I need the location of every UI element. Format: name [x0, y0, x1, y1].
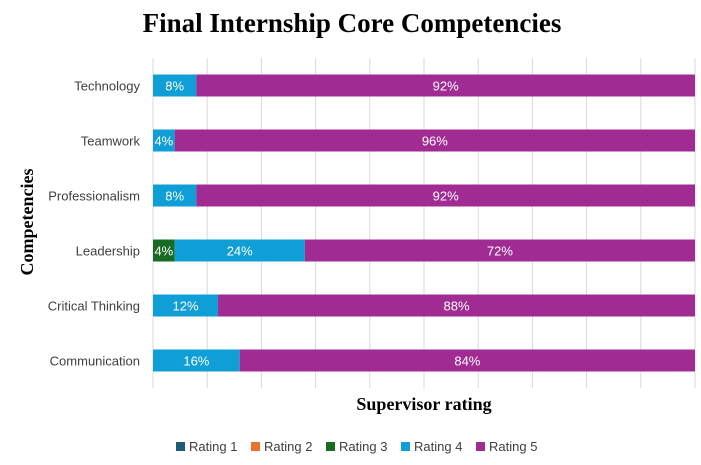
gridlines — [152, 58, 696, 388]
x-axis-title: Supervisor rating — [356, 394, 491, 414]
bar-segment — [196, 184, 696, 207]
category-label: Communication — [50, 354, 140, 369]
legend-swatch — [326, 442, 335, 451]
data-label: 84% — [454, 354, 480, 369]
legend-label: Rating 4 — [414, 439, 462, 454]
bar-segment — [153, 239, 175, 262]
data-label: 16% — [183, 354, 209, 369]
data-label: 12% — [173, 299, 199, 314]
bar-segment — [218, 294, 696, 317]
category-labels: Technology Teamwork Professionalism Leaders… — [48, 79, 141, 369]
category-label: Technology — [74, 79, 140, 94]
category-label: Teamwork — [81, 134, 141, 149]
data-label: 8% — [165, 189, 184, 204]
bar-segment — [304, 239, 695, 262]
category-label: Professionalism — [48, 189, 140, 204]
legend-label: Rating 5 — [489, 439, 537, 454]
bar-segment — [174, 129, 695, 152]
legend-swatch — [251, 442, 260, 451]
category-label: Leadership — [76, 244, 140, 259]
data-label: 4% — [154, 244, 173, 259]
category-label: Critical Thinking — [48, 299, 140, 314]
chart-title: Final Internship Core Competencies — [143, 8, 562, 38]
legend-swatch — [401, 442, 410, 451]
bar-segment — [153, 294, 219, 317]
bars: 8% 92% 4% 96% 8% 92% 4% 24% 72% 12% 88% 16% 84% — [153, 74, 696, 372]
data-label: 8% — [165, 79, 184, 94]
legend-swatch — [476, 442, 485, 451]
legend-label: Rating 2 — [264, 439, 312, 454]
data-label: 88% — [444, 299, 470, 314]
bar-segment — [153, 349, 240, 372]
bar-segment — [239, 349, 695, 372]
bar-segment — [196, 74, 696, 97]
data-label: 92% — [433, 79, 459, 94]
data-label: 4% — [154, 134, 173, 149]
legend: Rating 1 Rating 2 Rating 3 Rating 4 Rating 5 — [176, 439, 537, 454]
legend-label: Rating 3 — [339, 439, 387, 454]
data-label: 24% — [227, 244, 253, 259]
legend-label: Rating 1 — [189, 439, 237, 454]
bar-segment — [174, 239, 305, 262]
bar-segment — [153, 74, 197, 97]
data-label: 96% — [422, 134, 448, 149]
data-label: 72% — [487, 244, 513, 259]
bar-segment — [153, 129, 175, 152]
bar-segment — [153, 184, 197, 207]
data-label: 92% — [433, 189, 459, 204]
legend-swatch — [176, 442, 185, 451]
y-axis-title: Competencies — [17, 169, 37, 276]
